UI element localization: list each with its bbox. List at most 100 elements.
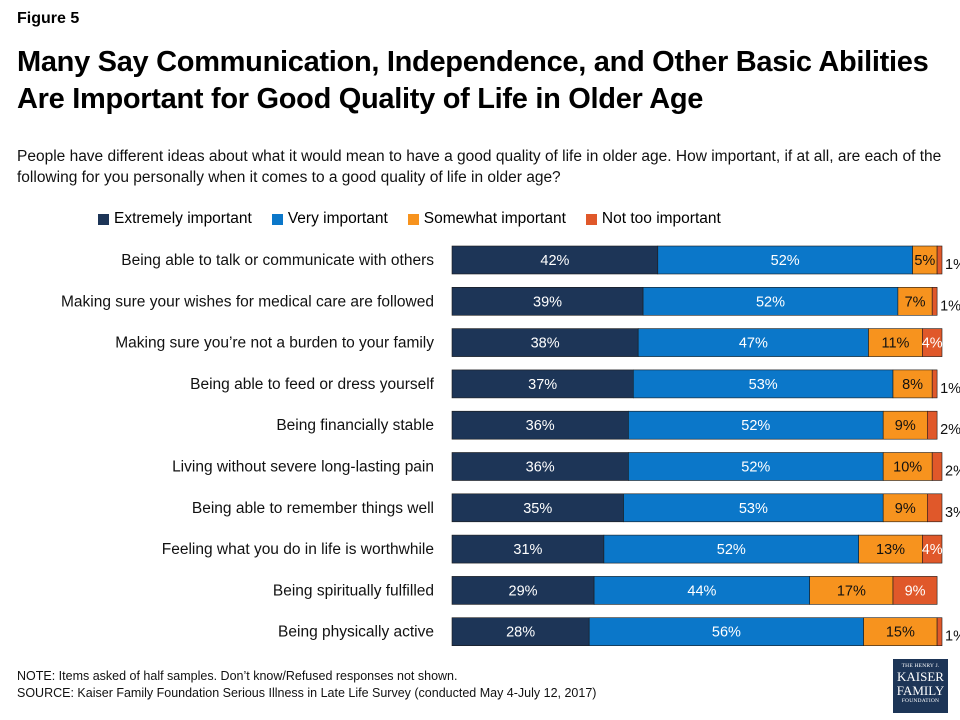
data-label-somewhat: 11%: [881, 336, 909, 352]
bar-very: [632, 369, 894, 399]
data-label-extremely: 36%: [526, 418, 555, 434]
bar-somewhat: [863, 617, 938, 647]
data-label-very: 44%: [687, 583, 716, 599]
bar-very: [588, 617, 864, 647]
data-label-somewhat: 9%: [895, 501, 916, 517]
legend-swatch-very: [271, 213, 283, 225]
data-label-not-too: 3%: [945, 505, 960, 521]
chart-notes: NOTE: Items asked of half samples. Don’t…: [17, 668, 596, 702]
legend-item-not-too: Not too important: [585, 210, 721, 228]
data-label-not-too: 2%: [945, 464, 960, 480]
category-label: Being physically active: [278, 624, 434, 641]
source-text: SOURCE: Kaiser Family Foundation Serious…: [17, 686, 597, 700]
bar-not-too: [892, 576, 938, 605]
bar-very: [623, 493, 884, 523]
data-label-somewhat: 10%: [893, 460, 922, 476]
data-label-extremely: 29%: [509, 583, 538, 599]
data-label-somewhat: 13%: [876, 542, 905, 558]
bar-extremely: [451, 245, 659, 275]
bar-not-too: [931, 452, 943, 481]
bar-extremely: [451, 493, 624, 523]
bar-very: [642, 286, 899, 316]
bar-very: [628, 410, 884, 440]
bar-extremely: [451, 369, 634, 399]
bar-somewhat: [868, 328, 923, 357]
data-label-not-too: 4%: [922, 542, 943, 558]
data-label-very: 52%: [756, 294, 785, 310]
data-label-extremely: 28%: [506, 625, 535, 641]
data-label-extremely: 38%: [531, 336, 560, 352]
logo-line-2a: KAISER: [897, 669, 944, 684]
data-label-not-too: 1%: [945, 257, 960, 273]
category-label: Being spiritually fulfilled: [273, 582, 434, 599]
legend-swatch-not-too: [585, 213, 597, 225]
data-label-very: 52%: [717, 542, 746, 558]
bar-not-too: [931, 369, 938, 399]
category-label: Being financially stable: [276, 417, 434, 434]
category-label: Being able to feed or dress yourself: [190, 376, 435, 393]
bar-somewhat: [882, 493, 928, 523]
data-label-very: 52%: [741, 460, 770, 476]
data-label-extremely: 36%: [526, 460, 555, 476]
data-label-extremely: 37%: [528, 377, 557, 393]
kff-logo: THE HENRY J. KAISER FAMILY FOUNDATION: [893, 659, 948, 713]
data-label-somewhat: 5%: [914, 253, 935, 269]
category-label: Being able to talk or communicate with o…: [121, 252, 434, 269]
legend-item-extremely: Extremely important: [98, 210, 252, 228]
bar-not-too: [926, 493, 943, 523]
category-label: Making sure your wishes for medical care…: [61, 293, 434, 310]
data-label-not-too: 1%: [940, 298, 960, 314]
data-label-very: 53%: [749, 377, 778, 393]
data-label-somewhat: 15%: [886, 625, 915, 641]
bar-not-too: [931, 286, 938, 316]
chart-title: Many Say Communication, Independence, an…: [17, 46, 929, 115]
legend-label-very: Very important: [287, 210, 388, 227]
logo-line-1: THE HENRY J.: [901, 663, 940, 669]
data-label-not-too: 2%: [940, 422, 960, 438]
stacked-bar-chart: Being able to talk or communicate with o…: [61, 245, 960, 647]
bar-very: [637, 328, 869, 357]
note-text: NOTE: Items asked of half samples. Don’t…: [17, 669, 458, 683]
category-label: Living without severe long-lasting pain: [172, 459, 434, 476]
category-label: Making sure you’re not a burden to your …: [115, 335, 434, 352]
data-label-very: 47%: [739, 336, 768, 352]
data-label-extremely: 35%: [523, 501, 552, 517]
bar-somewhat: [858, 534, 923, 564]
category-label: Feeling what you do in life is worthwhil…: [162, 541, 434, 558]
bar-not-too: [936, 245, 943, 275]
data-label-very: 53%: [739, 501, 768, 517]
legend-swatch-extremely: [98, 213, 109, 225]
bar-extremely: [451, 617, 590, 647]
bar-somewhat: [809, 576, 894, 605]
logo-line-2b: FAMILY: [896, 683, 945, 698]
bar-extremely: [451, 452, 629, 481]
category-label: Being able to remember things well: [192, 500, 434, 517]
legend-swatch-somewhat: [407, 213, 419, 225]
data-label-extremely: 31%: [513, 542, 542, 558]
figure-label: Figure 5: [17, 10, 80, 27]
logo-line-3: FOUNDATION: [901, 698, 940, 704]
data-label-very: 52%: [741, 418, 770, 434]
bar-extremely: [451, 534, 605, 564]
bar-extremely: [451, 286, 644, 316]
data-label-not-too: 1%: [945, 629, 960, 645]
data-label-extremely: 42%: [540, 253, 569, 269]
data-label-somewhat: 8%: [902, 377, 923, 393]
bar-very: [603, 534, 860, 564]
data-label-not-too: 4%: [922, 336, 943, 352]
bar-very: [593, 576, 810, 605]
bar-extremely: [451, 328, 639, 357]
bar-somewhat: [892, 369, 933, 399]
legend-item-somewhat: Somewhat important: [407, 210, 566, 228]
data-label-not-too: 9%: [905, 583, 926, 599]
legend-label-not-too: Not too important: [601, 210, 721, 227]
data-label-very: 52%: [771, 253, 800, 269]
data-label-extremely: 39%: [533, 294, 562, 310]
data-label-somewhat: 17%: [837, 583, 866, 599]
legend-label-extremely: Extremely important: [114, 210, 252, 227]
data-label-somewhat: 9%: [895, 418, 916, 434]
bar-somewhat: [882, 410, 928, 440]
bar-somewhat: [912, 245, 938, 275]
bar-not-too: [936, 617, 943, 647]
bar-extremely: [451, 410, 629, 440]
